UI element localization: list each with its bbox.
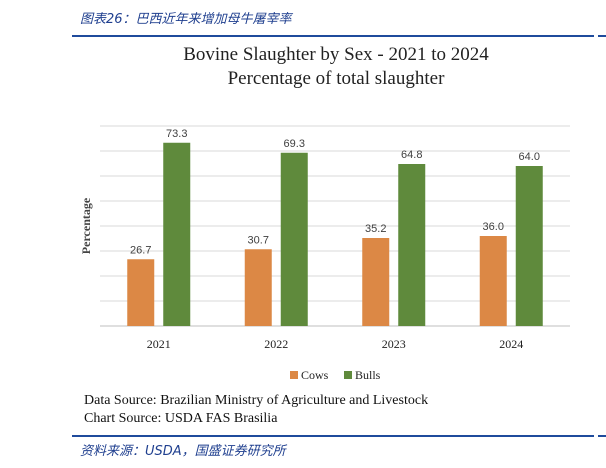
x-tick-label-2021: 2021: [147, 337, 171, 351]
top-rule: [72, 35, 594, 37]
data-label-bulls-2021: 73.3: [166, 128, 187, 140]
chart-source-note: Chart Source: USDA FAS Brasilia: [84, 411, 278, 426]
bar-cows-2024: [479, 236, 507, 326]
data-source-note: Data Source: Brazilian Ministry of Agric…: [84, 393, 429, 408]
bar-cows-2023: [362, 238, 390, 326]
bar-bulls-2024: [515, 166, 543, 326]
bar-bulls-2023: [398, 164, 426, 326]
data-label-cows-2022: 30.7: [248, 234, 269, 246]
data-label-cows-2021: 26.7: [130, 244, 151, 256]
chart-subtitle: Percentage of total slaughter: [227, 68, 445, 89]
bottom-rule-tick: [598, 435, 606, 437]
x-tick-label-2022: 2022: [264, 337, 288, 351]
figure-label: 图表26：巴西近年来增加母牛屠宰率: [80, 12, 292, 27]
x-tick-label-2023: 2023: [382, 337, 406, 351]
bar-bulls-2022: [280, 152, 308, 326]
top-rule-tick: [598, 35, 606, 37]
legend-label-cows: Cows: [301, 368, 329, 382]
chart-title: Bovine Slaughter by Sex - 2021 to 2024: [183, 44, 489, 65]
bar-bulls-2021: [163, 142, 191, 326]
legend-label-bulls: Bulls: [355, 368, 381, 382]
chart-area: Bovine Slaughter by Sex - 2021 to 2024 P…: [78, 40, 594, 384]
source-footer: 资料来源：USDA，国盛证券研究所: [80, 444, 286, 459]
data-label-cows-2023: 35.2: [365, 223, 386, 235]
bar-chart: Percentage 26.7 73.3 2021 30.7 69.3 2022 35.2 64…: [79, 125, 570, 382]
x-tick-label-2024: 2024: [499, 337, 523, 351]
y-axis-label: Percentage: [79, 197, 93, 254]
bar-cows-2021: [127, 259, 155, 326]
data-label-cows-2024: 36.0: [483, 221, 504, 233]
legend-swatch-bulls: [344, 371, 352, 379]
data-label-bulls-2023: 64.8: [401, 149, 422, 161]
data-label-bulls-2024: 64.0: [519, 151, 540, 163]
legend-swatch-cows: [290, 371, 298, 379]
data-label-bulls-2022: 69.3: [284, 138, 305, 150]
bar-cows-2022: [244, 249, 272, 326]
bottom-rule: [72, 435, 594, 437]
